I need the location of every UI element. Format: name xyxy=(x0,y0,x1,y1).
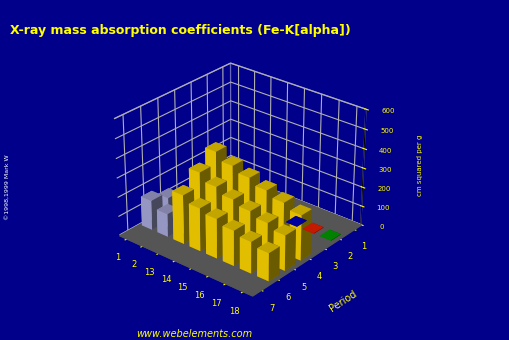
Text: www.webelements.com: www.webelements.com xyxy=(135,328,251,339)
Text: ©1998,1999 Mark W: ©1998,1999 Mark W xyxy=(5,154,10,220)
Y-axis label: Period: Period xyxy=(327,289,357,314)
Text: X-ray mass absorption coefficients (Fe-K[alpha]): X-ray mass absorption coefficients (Fe-K… xyxy=(10,24,350,37)
